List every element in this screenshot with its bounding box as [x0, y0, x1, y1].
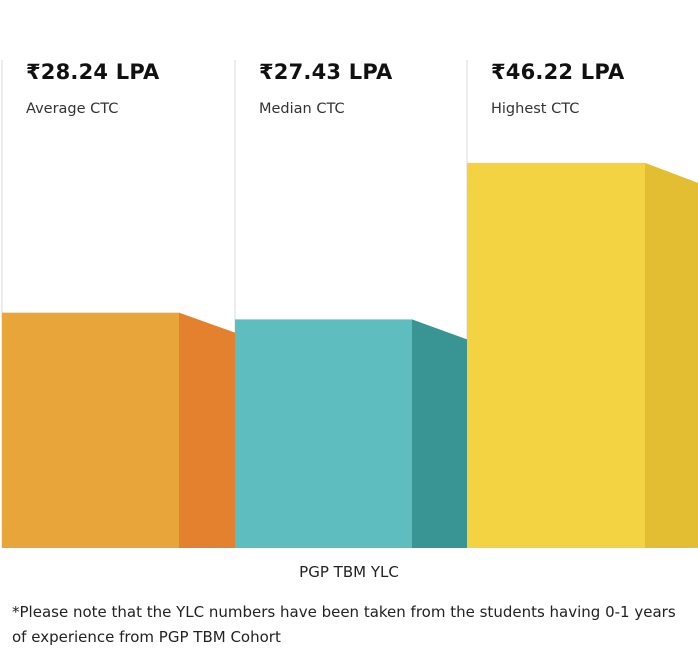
bar-side-1 [412, 319, 467, 548]
bar-1 [235, 319, 412, 548]
average-ctc-label: Average CTC [26, 101, 119, 117]
x-axis-category-label: PGP TBM YLC [299, 563, 399, 581]
bar-side-0 [179, 312, 235, 548]
bar-side-2 [645, 162, 698, 549]
footnote: *Please note that the YLC numbers have b… [12, 603, 676, 646]
median-ctc-value: ₹27.43 LPA [259, 60, 393, 84]
bar-chart-svg [1, 60, 698, 549]
bar-0 [2, 312, 179, 548]
highest-ctc-label: Highest CTC [491, 101, 580, 117]
median-ctc-label: Median CTC [259, 101, 345, 117]
bar-2 [467, 162, 645, 549]
average-ctc-value: ₹28.24 LPA [26, 60, 160, 84]
highest-ctc-value: ₹46.22 LPA [491, 60, 625, 84]
